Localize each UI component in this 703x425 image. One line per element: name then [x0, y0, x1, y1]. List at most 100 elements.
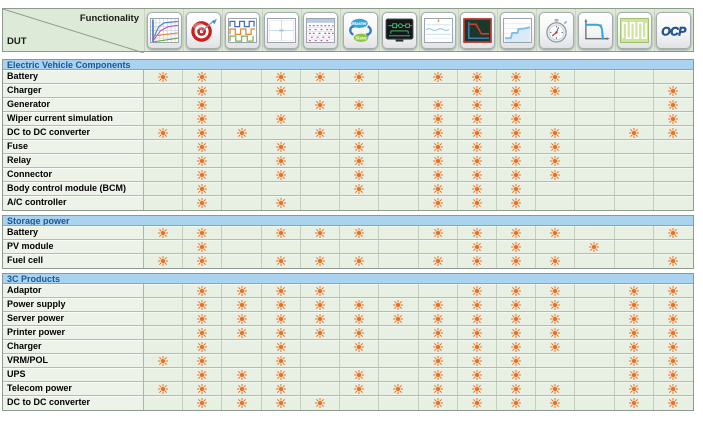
sun-mark-icon [236, 327, 247, 338]
sun-mark-icon [197, 127, 208, 138]
sun-mark-icon [158, 256, 169, 266]
functionality-column-header-2 [183, 9, 223, 51]
matrix-cell [340, 354, 380, 367]
matrix-cell [261, 312, 301, 325]
matrix-cell [261, 140, 301, 153]
soft-start-curve-icon-button[interactable] [499, 11, 535, 49]
matrix-cell [261, 326, 301, 339]
matrix-cell [222, 298, 262, 311]
matrix-cell [418, 312, 458, 325]
master-slave-icon-button[interactable]: Master Slave [342, 11, 378, 49]
programmable-curves-icon-button[interactable] [146, 11, 182, 49]
matrix-cell [575, 368, 615, 381]
transient-waveform-icon [463, 17, 493, 43]
sun-mark-icon [314, 327, 325, 338]
sun-mark-icon [393, 299, 404, 310]
matrix-cell [575, 182, 615, 195]
matrix-cell [614, 354, 654, 367]
matrix-cell [379, 312, 419, 325]
matrix-cell [614, 126, 654, 139]
matrix-cell [183, 368, 223, 381]
matrix-cell [575, 126, 615, 139]
matrix-cell [183, 284, 223, 297]
sun-mark-icon [471, 141, 482, 152]
matrix-cell [536, 84, 576, 97]
sun-mark-icon [628, 313, 639, 324]
measurement-display-icon [267, 17, 297, 43]
matrix-cell [379, 340, 419, 353]
functionality-column-header-12 [575, 9, 615, 51]
matrix-cell [418, 126, 458, 139]
sun-mark-icon [432, 141, 443, 152]
matrix-cell [457, 98, 497, 111]
matrix-cell [653, 84, 693, 97]
transient-waveform-icon-button[interactable] [460, 11, 496, 49]
dut-label: Wiper current simulation [3, 112, 144, 125]
row-relay: Relay [3, 154, 693, 168]
sun-mark-icon [236, 127, 247, 138]
matrix-cell [183, 354, 223, 367]
foldback-curve-icon-button[interactable] [577, 11, 613, 49]
matrix-cell [575, 226, 615, 239]
matrix-cell [614, 84, 654, 97]
matrix-cell [418, 396, 458, 410]
matrix-cell [457, 326, 497, 339]
matrix-cell [144, 368, 184, 381]
dut-label: Charger [3, 340, 144, 353]
sun-mark-icon [314, 127, 325, 138]
matrix-cell [457, 340, 497, 353]
matrix-cell [496, 396, 537, 410]
sun-mark-icon [275, 227, 286, 238]
sequence-waveform-icon-button[interactable] [225, 11, 261, 49]
matrix-cell [379, 112, 419, 125]
ripple-measurement-icon-button[interactable] [421, 11, 457, 49]
sun-mark-icon [668, 85, 679, 96]
ocp-icon-button[interactable]: OCP [656, 11, 692, 49]
matrix-cell [261, 168, 301, 181]
sun-mark-icon [275, 327, 286, 338]
sun-mark-icon [668, 99, 679, 110]
row-charger: Charger [3, 340, 693, 354]
matrix-cell [261, 98, 301, 111]
sun-mark-icon [314, 398, 325, 408]
matrix-cell [496, 70, 537, 83]
accuracy-target-icon-button[interactable] [185, 11, 221, 49]
sun-mark-icon [275, 155, 286, 166]
dut-label: Body control module (BCM) [3, 182, 144, 195]
sun-mark-icon [471, 169, 482, 180]
matrix-cell [457, 140, 497, 153]
circuit-screen-icon-button[interactable] [381, 11, 417, 49]
matrix-cell [496, 196, 537, 210]
sun-mark-icon [197, 198, 208, 208]
measurement-display-icon-button[interactable] [264, 11, 300, 49]
section-electric-vehicle-components: Electric Vehicle Components Battery Charge… [2, 59, 694, 211]
matrix-cell [614, 98, 654, 111]
sun-mark-icon [511, 313, 522, 324]
matrix-cell [261, 396, 301, 410]
matrix-cell [222, 154, 262, 167]
matrix-cell [536, 240, 576, 253]
matrix-cell [300, 354, 341, 367]
matrix-cell [261, 298, 301, 311]
matrix-cell [340, 240, 380, 253]
stopwatch-icon-button[interactable] [538, 11, 574, 49]
matrix-cell [418, 154, 458, 167]
sun-mark-icon [471, 256, 482, 266]
sun-mark-icon [197, 241, 208, 252]
sun-mark-icon [628, 369, 639, 380]
matrix-cell [300, 298, 341, 311]
matrix-cell [340, 182, 380, 195]
sun-mark-icon [550, 227, 561, 238]
matrix-cell [614, 254, 654, 268]
data-report-icon-button[interactable] [303, 11, 339, 49]
sun-mark-icon [354, 141, 365, 152]
row-telecom-power: Telecom power [3, 382, 693, 396]
pulse-train-icon-button[interactable] [617, 11, 653, 49]
matrix-cell [340, 70, 380, 83]
matrix-cell [575, 326, 615, 339]
sun-mark-icon [197, 355, 208, 366]
sun-mark-icon [550, 71, 561, 82]
sun-mark-icon [354, 383, 365, 394]
matrix-cell [653, 298, 693, 311]
row-adaptor: Adaptor [3, 284, 693, 298]
